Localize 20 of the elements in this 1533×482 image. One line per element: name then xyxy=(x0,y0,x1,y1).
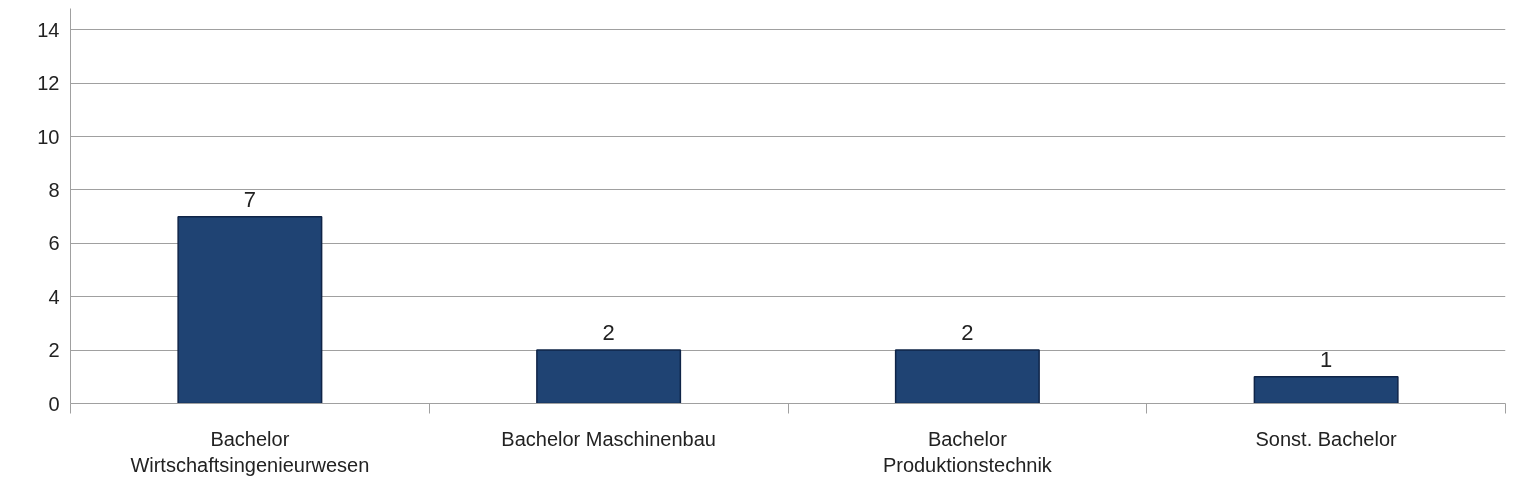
data-label: 1 xyxy=(1320,346,1333,372)
x-tick-label: Bachelor Maschinenbau xyxy=(501,427,716,450)
x-tick-label: Bachelor Produktionstechnik xyxy=(882,427,1053,476)
y-tick-label: 8 xyxy=(48,178,60,201)
x-tick-label: Sonst. Bachelor xyxy=(1255,427,1398,450)
bar xyxy=(1253,376,1399,404)
y-tick-label: 12 xyxy=(37,72,60,95)
bar xyxy=(177,215,323,404)
y-tick-label: 6 xyxy=(48,232,60,255)
y-tick-label: 14 xyxy=(37,18,60,41)
y-tick-label: 10 xyxy=(37,125,60,148)
bar xyxy=(536,349,682,404)
y-tick-label: 2 xyxy=(48,339,60,362)
data-label: 2 xyxy=(602,320,615,346)
y-tick-label: 4 xyxy=(48,285,60,308)
data-label: 2 xyxy=(961,320,974,346)
bar xyxy=(894,349,1040,404)
data-label: 7 xyxy=(243,186,257,212)
x-tick-label: Bachelor Wirtschaftsingenieurwesen xyxy=(130,427,370,476)
y-tick-label: 0 xyxy=(48,392,60,415)
